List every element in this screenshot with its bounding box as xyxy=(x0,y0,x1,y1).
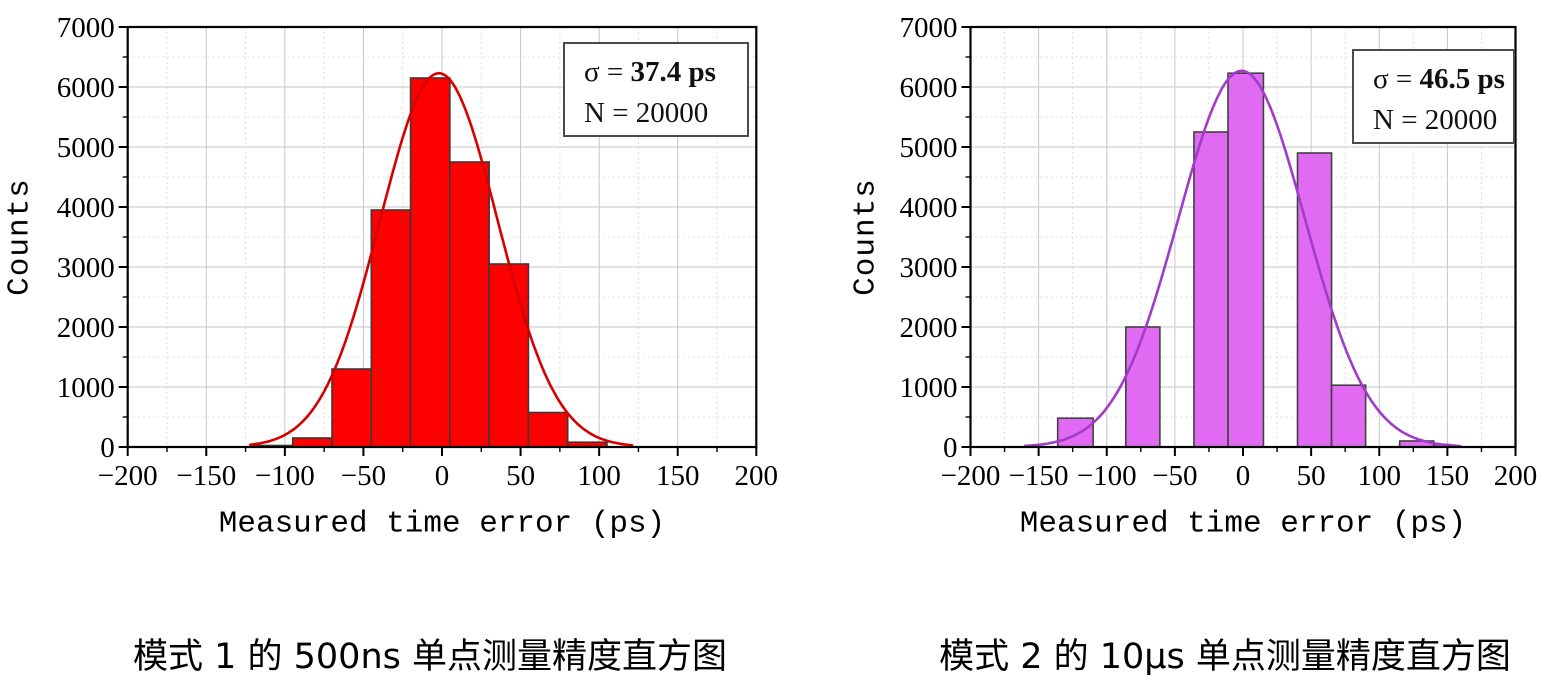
x-axis-title-left: Measured time error (ps) xyxy=(218,506,666,542)
x-tick-label: −200 xyxy=(98,460,158,492)
y-tick-label: 6000 xyxy=(900,72,958,104)
x-tick-label: 0 xyxy=(435,460,450,492)
gaussian-fit-curve xyxy=(1023,69,1462,448)
legend-box-right: σ = 46.5 ps N = 20000 xyxy=(1352,49,1515,144)
sigma-label: σ = xyxy=(584,56,631,88)
y-tick-label: 5000 xyxy=(57,132,115,164)
y-tick-label: 2000 xyxy=(57,312,115,344)
x-tick-label: 50 xyxy=(1297,460,1326,492)
legend-n-line: N = 20000 xyxy=(584,97,709,130)
histogram-bar xyxy=(1330,384,1367,448)
y-tick-label: 7000 xyxy=(57,12,115,44)
histogram-charts-canvas: −200 −150 −100 −50 0 50 100 150 2000100020003000… xyxy=(57,12,1538,492)
y-axis-title-left: Counts xyxy=(2,178,38,296)
histogram-bar xyxy=(1296,152,1333,448)
histogram-bar xyxy=(370,209,412,448)
x-tick-label: −50 xyxy=(341,460,386,492)
x-tick-label: −150 xyxy=(176,460,236,492)
histogram-bar xyxy=(488,263,530,448)
gaussian-fit-curve xyxy=(249,71,634,447)
y-tick-label: 2000 xyxy=(900,312,958,344)
x-tick-label: −100 xyxy=(255,460,315,492)
legend-sigma-line: σ = 46.5 ps xyxy=(1373,59,1505,100)
sigma-value: 37.4 ps xyxy=(630,56,716,88)
y-tick-label: 3000 xyxy=(57,252,115,284)
caption-left: 模式 1 的 500ns 单点测量精度直方图 xyxy=(133,637,727,677)
x-tick-label: 100 xyxy=(577,460,621,492)
y-tick-label: 3000 xyxy=(900,252,958,284)
histogram-bar xyxy=(449,161,490,448)
legend-box-left: σ = 37.4 ps N = 20000 xyxy=(563,42,749,137)
sigma-label: σ = xyxy=(1373,63,1420,95)
y-tick-label: 5000 xyxy=(900,132,958,164)
legend-n-line: N = 20000 xyxy=(1373,104,1498,137)
x-axis-title-right: Measured time error (ps) xyxy=(1019,506,1467,542)
histogram-bar xyxy=(1193,131,1229,448)
y-tick-label: 7000 xyxy=(900,12,958,44)
histogram-bar xyxy=(1056,417,1094,448)
y-axis-title-right: Counts xyxy=(848,178,884,296)
x-tick-label: −150 xyxy=(1009,460,1069,492)
y-tick-label: 6000 xyxy=(57,72,115,104)
x-tick-label: 200 xyxy=(735,460,779,492)
x-tick-label: 150 xyxy=(656,460,700,492)
caption-right: 模式 2 的 10μs 单点测量精度直方图 xyxy=(939,637,1511,677)
y-tick-label: 0 xyxy=(943,432,958,464)
histogram-bar xyxy=(1227,72,1265,448)
histogram-bar xyxy=(527,411,569,448)
legend-sigma-line: σ = 37.4 ps xyxy=(584,52,739,93)
x-tick-label: −50 xyxy=(1152,460,1197,492)
y-tick-label: 1000 xyxy=(57,372,115,404)
x-tick-label: 100 xyxy=(1358,460,1402,492)
x-tick-label: 200 xyxy=(1494,460,1538,492)
sigma-value: 46.5 ps xyxy=(1419,63,1505,95)
histogram-bar xyxy=(291,437,333,448)
histogram-bar xyxy=(1125,326,1161,448)
y-tick-label: 4000 xyxy=(57,192,115,224)
x-tick-label: 0 xyxy=(1236,460,1251,492)
x-tick-label: −100 xyxy=(1077,460,1137,492)
x-tick-label: −200 xyxy=(941,460,1001,492)
y-tick-label: 1000 xyxy=(900,372,958,404)
x-tick-label: 50 xyxy=(506,460,535,492)
y-tick-label: 4000 xyxy=(900,192,958,224)
histogram-bar xyxy=(331,368,373,448)
histogram-bar xyxy=(409,77,451,448)
y-tick-label: 0 xyxy=(100,432,115,464)
x-tick-label: 150 xyxy=(1426,460,1470,492)
